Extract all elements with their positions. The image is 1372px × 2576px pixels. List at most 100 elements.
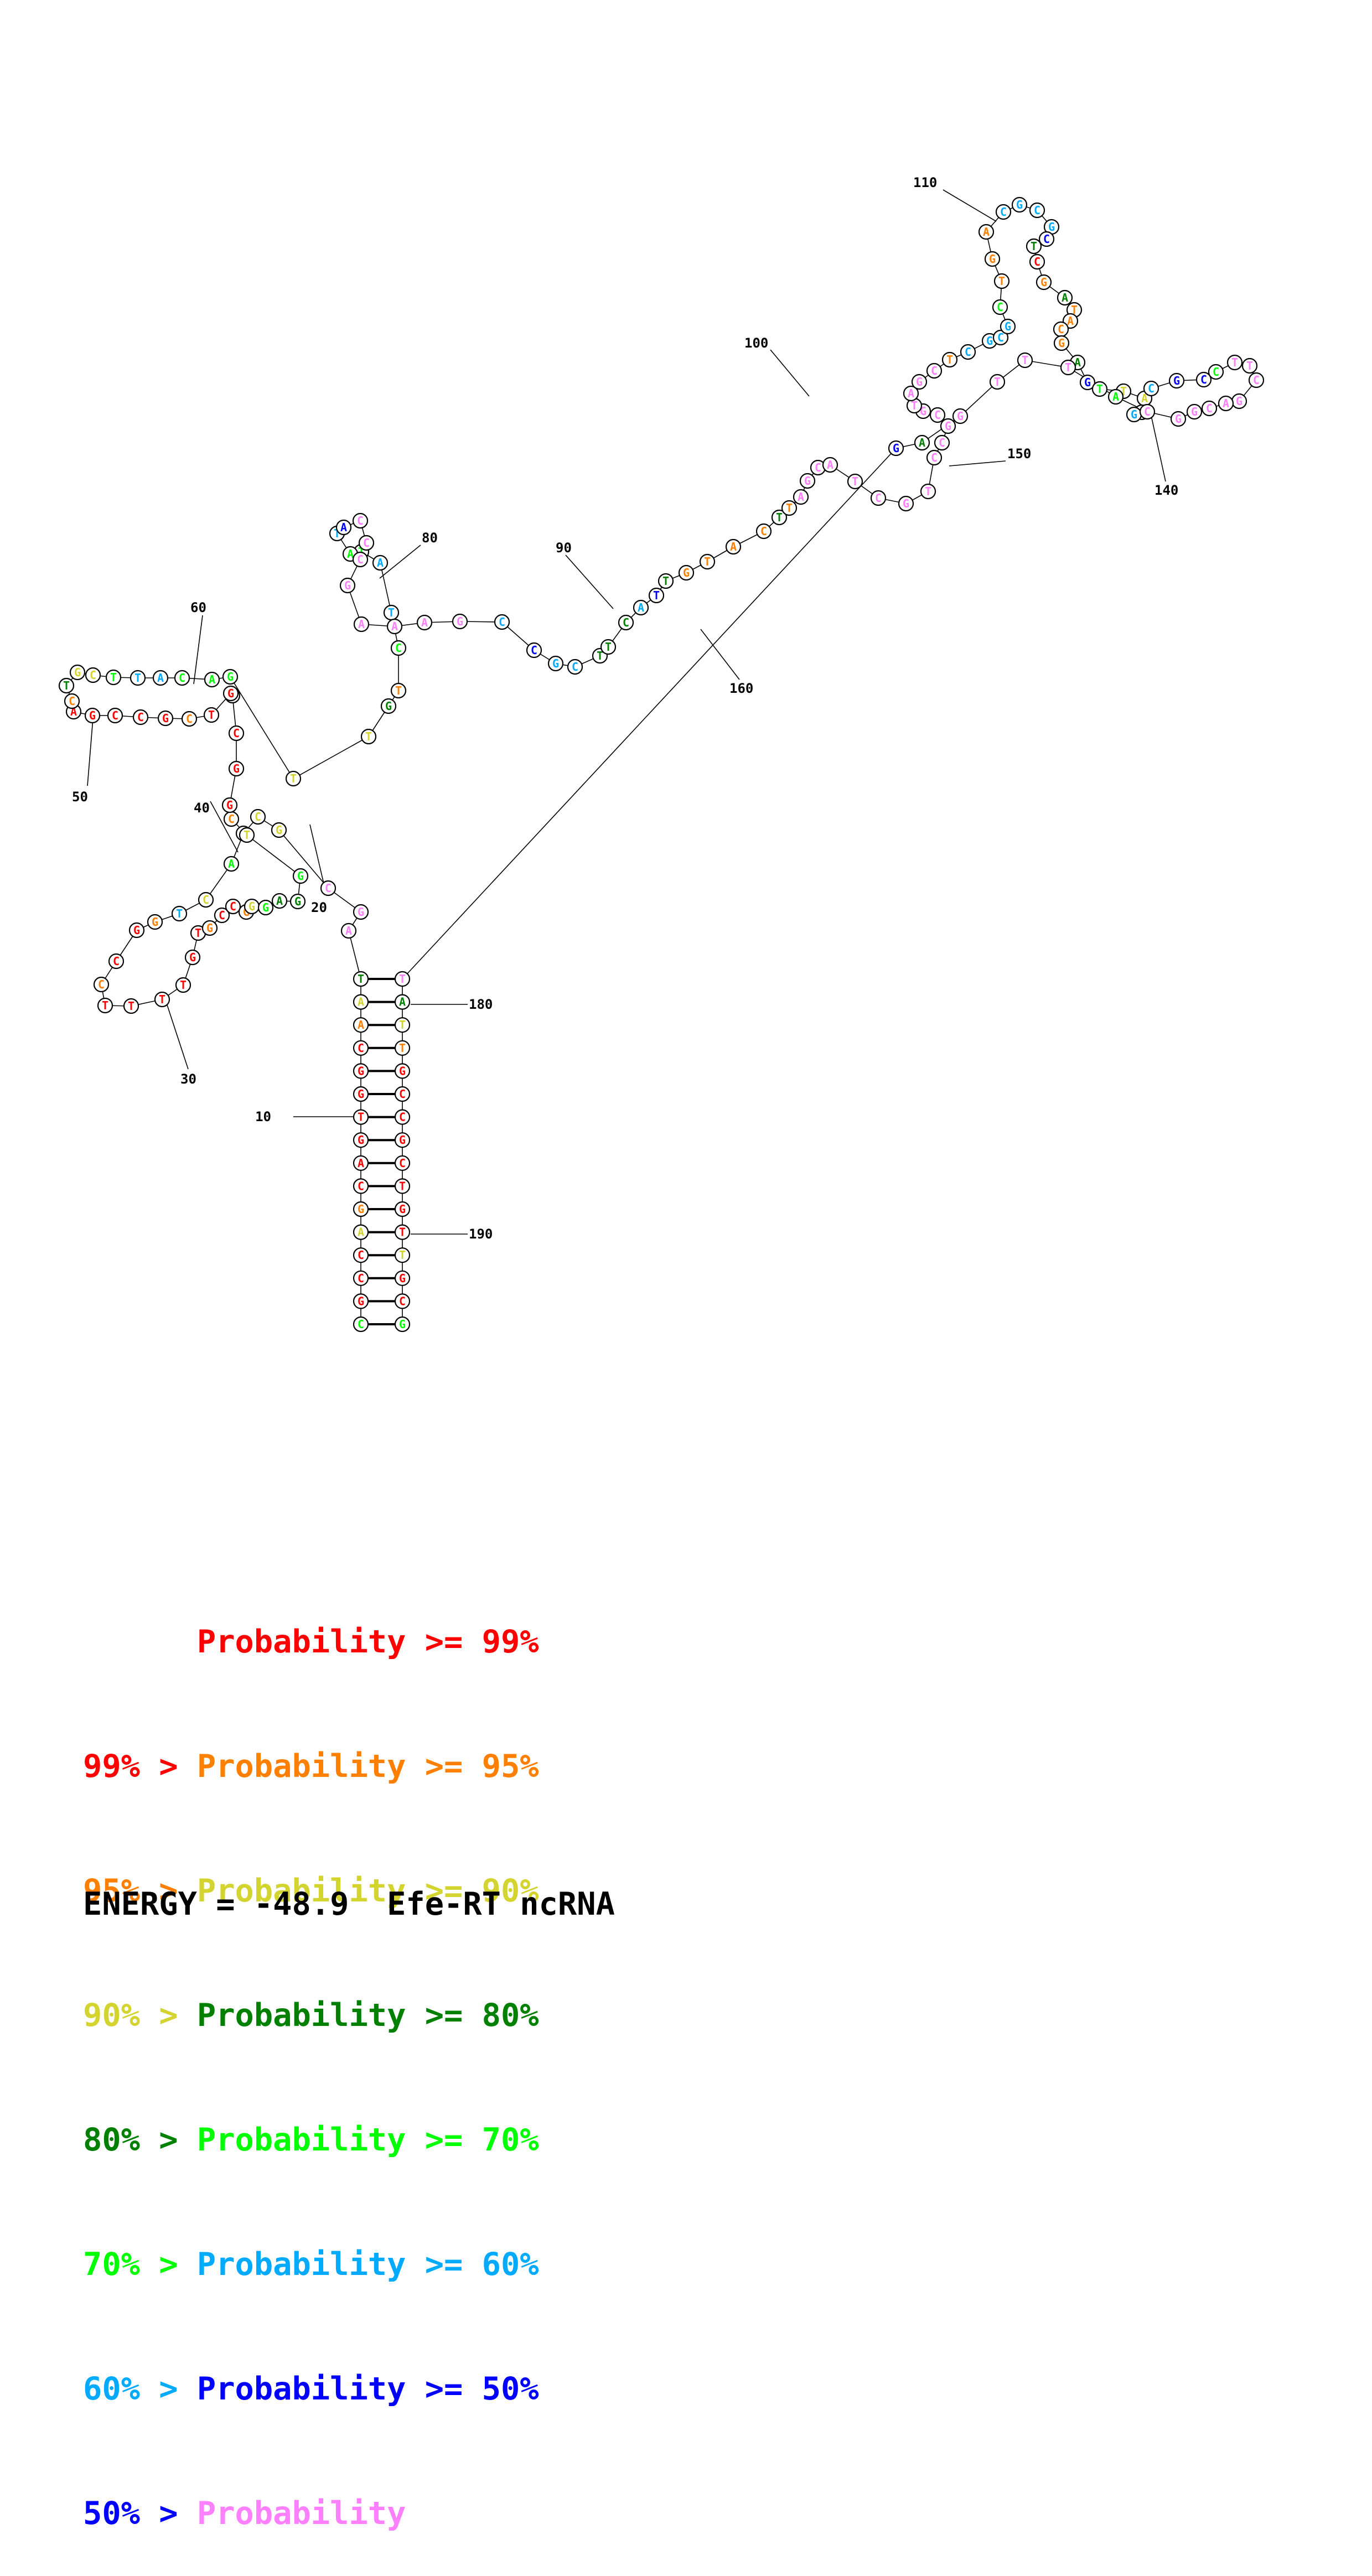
legend-label: Probability >= 60% (196, 2246, 539, 2283)
legend-row: 99% > Probability >= 95% (83, 1746, 539, 1787)
nucleotide-letter: A (1074, 356, 1081, 369)
legend-prefix: 80% > (83, 2122, 197, 2158)
nucleotide-circle (394, 1063, 411, 1079)
nucleotide-letter: G (399, 1133, 406, 1147)
nucleotide-letter: A (983, 225, 990, 239)
nucleotide-letter: C (1000, 205, 1007, 219)
nucleotide: C (394, 1293, 411, 1309)
nucleotide-letter: G (893, 442, 899, 455)
nucleotide-circle (353, 1270, 369, 1286)
nucleotide: C (960, 344, 976, 360)
nucleotide-circle (353, 616, 370, 633)
nucleotide-circle (771, 509, 788, 526)
position-label: 50 (72, 789, 88, 805)
nucleotide-letter: G (399, 1318, 406, 1331)
nucleotide-letter: G (1173, 374, 1180, 387)
nucleotide: G (799, 473, 816, 489)
nucleotide-letter: C (934, 408, 941, 422)
nucleotide-letter: C (1043, 232, 1050, 246)
position-label: 80 (422, 530, 438, 546)
nucleotide: T (394, 971, 411, 987)
nucleotide-letter: C (357, 553, 364, 566)
nucleotide: G (898, 495, 914, 512)
nucleotide-circle (992, 299, 1008, 315)
nucleotide-letter: A (228, 857, 235, 870)
nucleotide: C (394, 1086, 411, 1102)
nucleotide-letter: T (776, 511, 783, 524)
nucleotide: G (353, 1293, 369, 1309)
nucleotide-circle (222, 668, 239, 685)
nucleotide-letter: A (377, 556, 384, 569)
position-label: 140 (1154, 483, 1178, 498)
nucleotide-circle (1248, 372, 1265, 388)
nucleotide-letter: G (358, 1294, 364, 1308)
nucleotide-circle (725, 538, 742, 555)
nucleotide: C (526, 642, 542, 659)
nucleotide-circle (69, 664, 86, 681)
nucleotide-circle (888, 440, 904, 457)
nucleotide-letter: G (358, 905, 364, 919)
nucleotide-circle (58, 677, 75, 694)
nucleotide-circle (353, 1155, 369, 1171)
nucleotide-letter: G (1016, 198, 1023, 211)
nucleotide-circle (353, 1316, 369, 1333)
energy-footer: ENERGY = -48.9 Efe-RT ncRNA (83, 1886, 615, 1922)
nucleotide: T (154, 991, 170, 1008)
position-tick (700, 629, 740, 680)
nucleotide-letter: C (939, 436, 945, 449)
nucleotide: T (97, 997, 113, 1014)
nucleotide: C (995, 204, 1012, 220)
nucleotide: A (633, 599, 649, 616)
nucleotide-letter: A (1067, 314, 1074, 328)
nucleotide-circle (394, 1017, 411, 1033)
nucleotide: C (353, 1040, 369, 1056)
nucleotide: C (353, 1178, 369, 1194)
nucleotide: A (1218, 395, 1234, 412)
nucleotide: G (984, 251, 1001, 267)
nucleotide-layer: CGCCAGCAGTGGCAATAGCGCAACTGGCCTTTTGTGCCGG… (58, 196, 1265, 1333)
nucleotide-letter: G (152, 915, 158, 929)
nucleotide: G (380, 698, 397, 714)
nucleotide-circle (394, 1201, 411, 1217)
nucleotide-circle (903, 385, 919, 402)
nucleotide-letter: T (399, 972, 406, 986)
nucleotide: C (93, 976, 110, 993)
molecule-name: Efe-RT ncRNA (387, 1886, 615, 1922)
nucleotide-letter: A (157, 671, 164, 685)
nucleotide-letter: C (931, 451, 938, 464)
legend-row: 95% > Probability >= 90% (83, 1870, 539, 1912)
nucleotide-letter: G (457, 615, 463, 628)
nucleotide: T (239, 827, 255, 843)
nucleotide-letter: G (189, 951, 196, 964)
nucleotide: A (353, 616, 370, 633)
nucleotide-letter: C (203, 893, 209, 906)
nucleotide-letter: T (399, 1179, 406, 1193)
nucleotide: A (353, 1224, 369, 1240)
nucleotide-letter: T (159, 993, 165, 1006)
nucleotide-circle (353, 1017, 369, 1033)
nucleotide-circle (1079, 374, 1096, 391)
nucleotide-letter: G (89, 709, 96, 722)
nucleotide-circle (353, 1224, 369, 1240)
position-tick (87, 718, 94, 786)
nucleotide: G (69, 664, 86, 681)
nucleotide-circle (394, 1316, 411, 1333)
nucleotide: C (108, 953, 125, 970)
nucleotide-letter: A (730, 540, 737, 553)
nucleotide-letter: G (1005, 320, 1011, 333)
nucleotide: C (926, 362, 943, 379)
nucleotide: T (360, 728, 377, 745)
nucleotide-circle (108, 953, 125, 970)
legend-label: Probability >= 80% (196, 1997, 539, 2034)
nucleotide: C (1248, 372, 1265, 388)
nucleotide-circle (926, 362, 943, 379)
position-ticks: 10 20 30 40 50 60 80 90 100 110 140 150 160 180 190 (72, 175, 1178, 1242)
legend-label: Probability (196, 2495, 406, 2532)
nucleotide: G (292, 868, 309, 884)
nucleotide-circle (394, 1132, 411, 1148)
nucleotide: A (394, 994, 411, 1010)
nucleotide-letter: G (989, 252, 996, 266)
nucleotide: T (383, 604, 400, 621)
nucleotide-letter: C (179, 671, 185, 685)
position-label: 180 (469, 997, 493, 1012)
